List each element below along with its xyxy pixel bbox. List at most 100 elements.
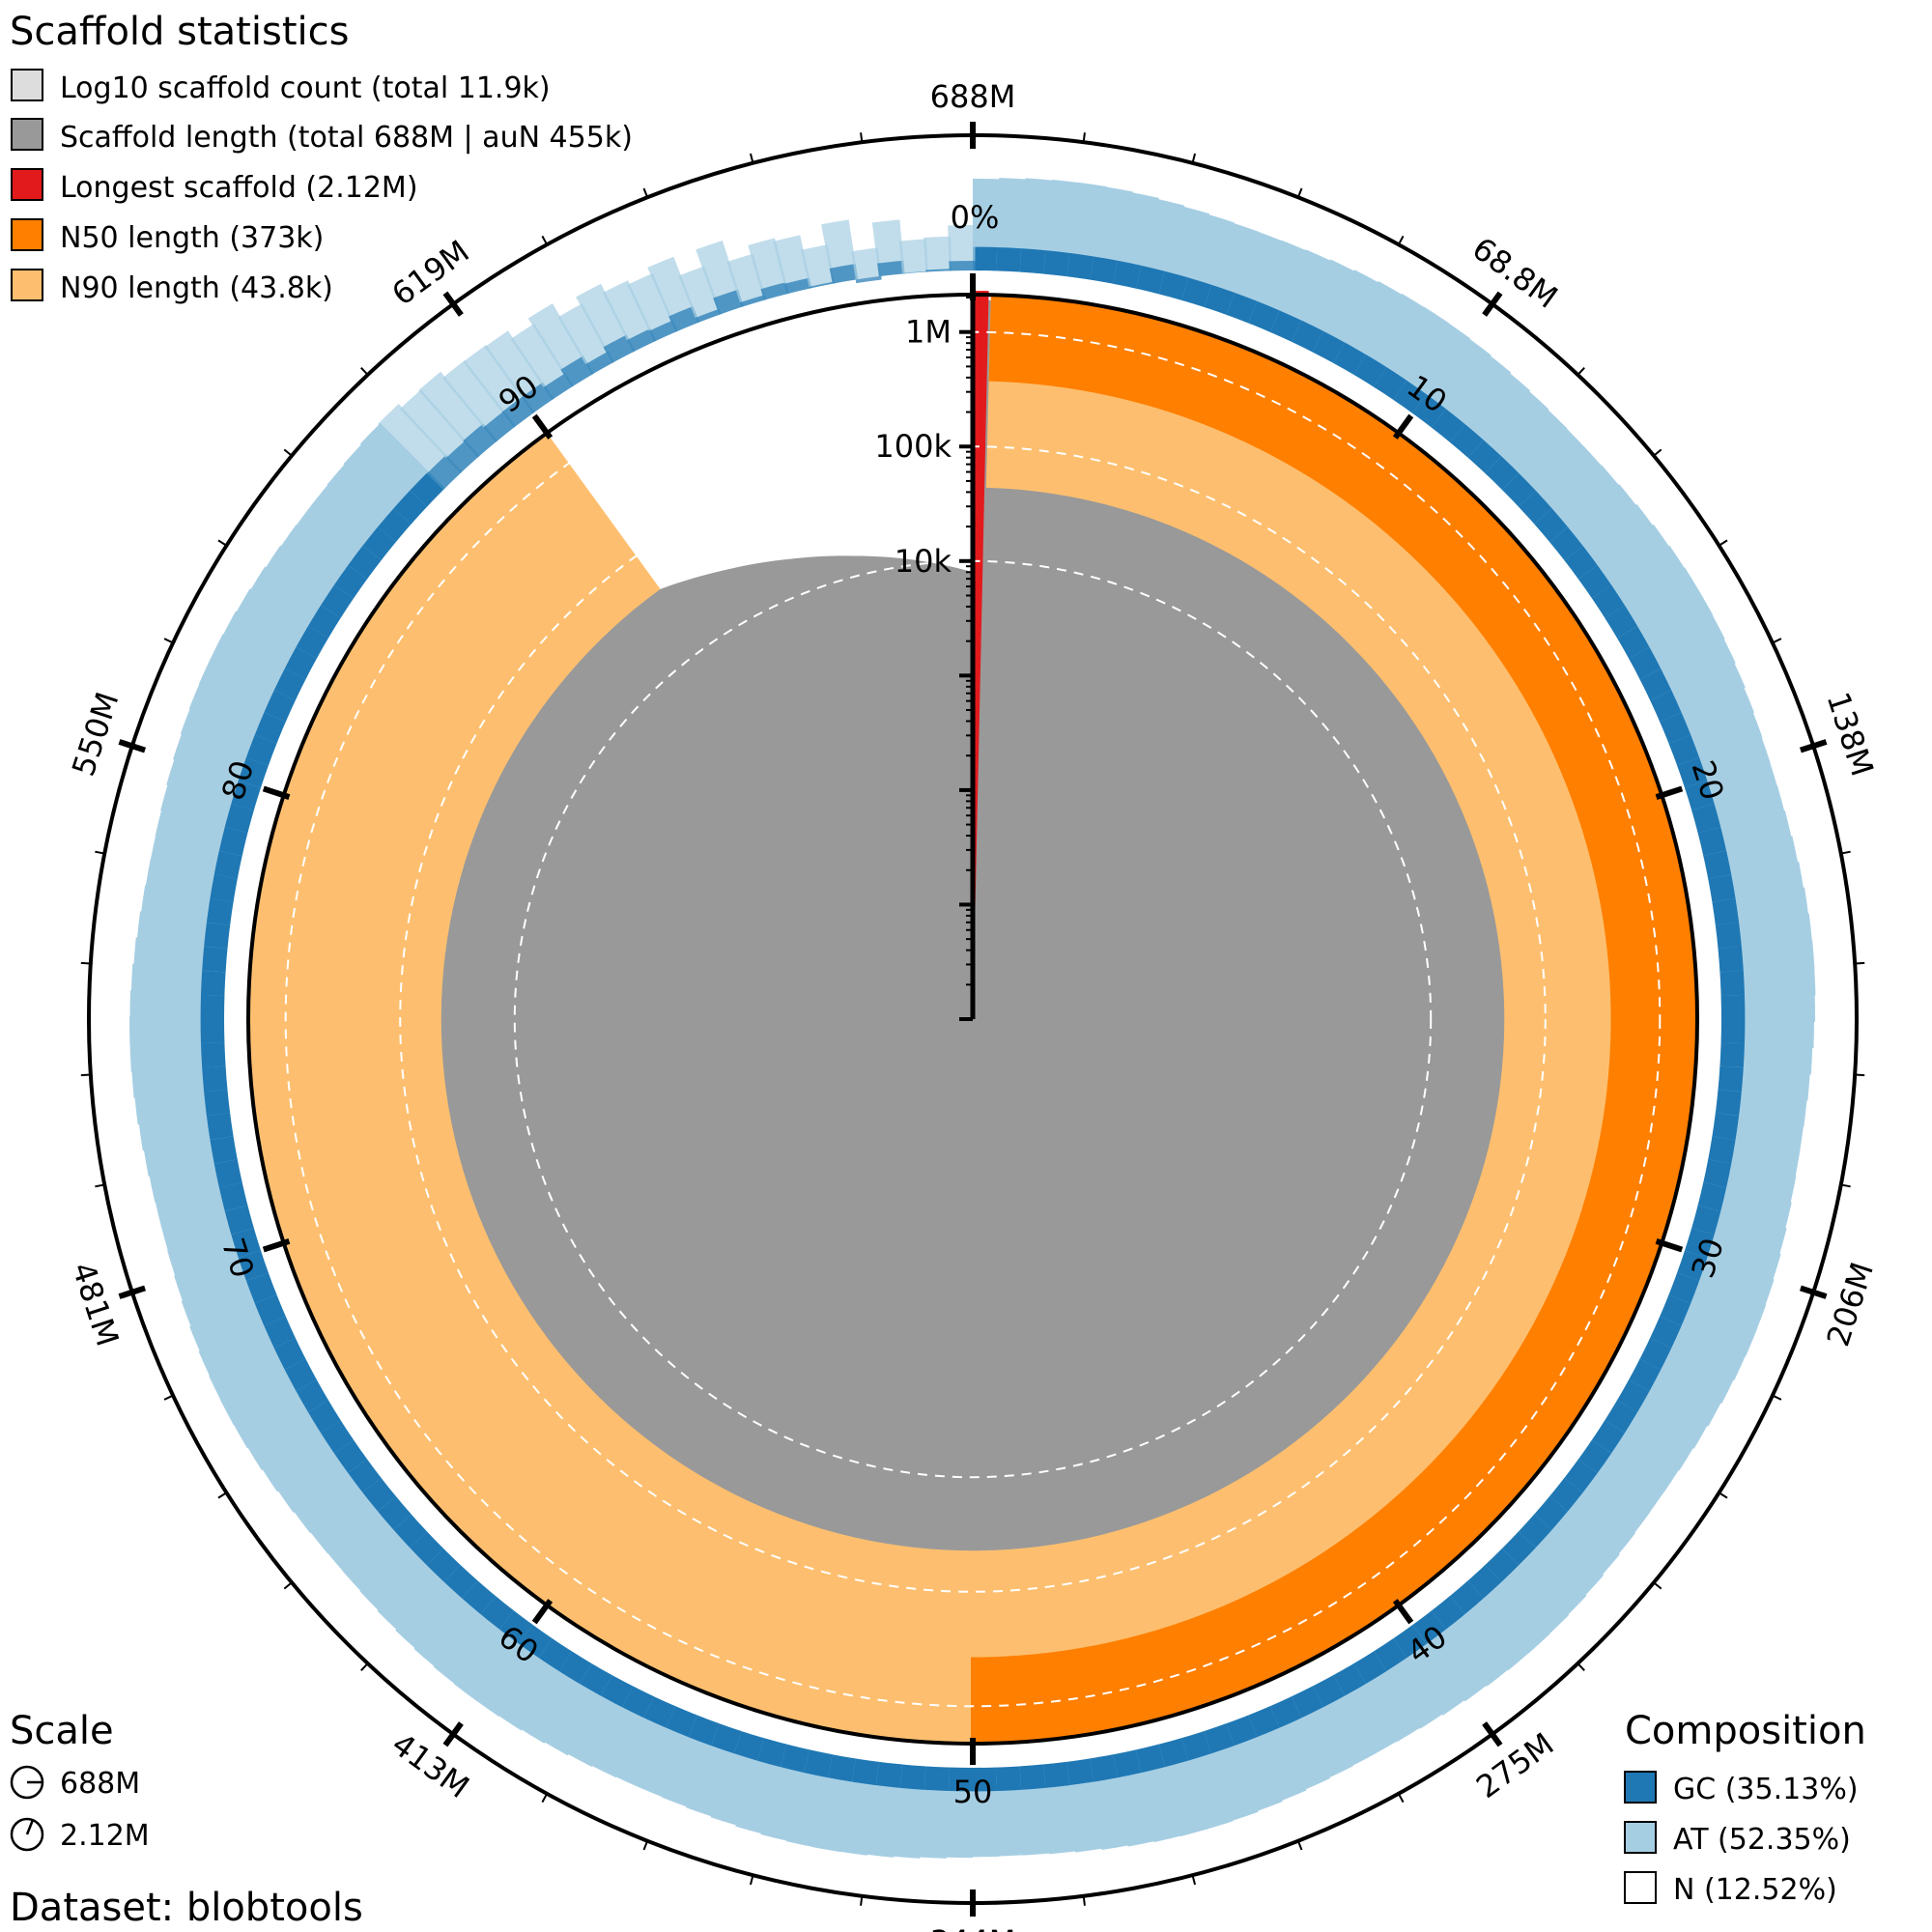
radial-tick-label: 10k (895, 543, 952, 580)
gc-segment (1224, 1715, 1258, 1747)
percent-major-tick (1392, 413, 1414, 440)
outer-minor-tick (1772, 638, 1782, 644)
outer-tick-label: 138M (1819, 688, 1881, 781)
gc-segment (1017, 1764, 1046, 1790)
gc-segment (648, 320, 678, 342)
outer-tick-label: 550M (65, 688, 127, 781)
composition-ring (129, 178, 1816, 1859)
gc-segment (1667, 1272, 1700, 1306)
outer-minor-tick (1653, 448, 1662, 457)
gc-segment (213, 1156, 242, 1188)
gc-segment (713, 289, 744, 315)
outer-minor-tick (541, 1793, 549, 1804)
stats-legend: Log10 scaffold count (total 11.9k) Scaff… (11, 69, 633, 305)
gc-segment (1156, 1738, 1189, 1768)
outer-minor-tick (749, 1875, 754, 1886)
gc-segment (877, 260, 905, 277)
gc-segment (1064, 1758, 1094, 1786)
gc-segment (1087, 1754, 1118, 1782)
outer-minor-tick (80, 961, 91, 965)
gc-segment (1181, 277, 1214, 308)
gc-segment (1660, 712, 1692, 746)
gc-segment (224, 801, 255, 834)
gc-segment (206, 895, 234, 925)
composition-entry-gc: GC (35.13%) (1624, 1771, 1859, 1806)
composition-label-at: AT (52.35%) (1673, 1823, 1851, 1857)
outer-minor-tick (642, 1840, 649, 1851)
composition-swatch-at (1624, 1821, 1657, 1854)
gc-segment (1685, 780, 1716, 813)
gc-segment (731, 1730, 764, 1761)
at-segment (678, 266, 722, 324)
gc-segment (1702, 1159, 1732, 1190)
gc-segment (686, 1714, 720, 1747)
gc-segment (1718, 946, 1744, 975)
gc-segment (695, 308, 722, 324)
percent-tick-label: 50 (953, 1774, 993, 1810)
gc-segment (778, 1744, 810, 1774)
gc-segment (1136, 265, 1168, 295)
radial-tick-label: 1M (905, 314, 952, 351)
gc-segment (202, 1064, 228, 1093)
at-segment (923, 236, 952, 272)
composition-legend: Composition GC (35.13%) AT (52.35%) N (1… (1624, 1709, 1866, 1907)
outer-tick-label: 344M (930, 1923, 1016, 1932)
outer-minor-tick (163, 1394, 174, 1401)
outer-minor-tick (217, 539, 227, 547)
at-segment (851, 247, 882, 280)
outer-tick-label: 688M (930, 78, 1016, 115)
outer-minor-tick (1082, 132, 1086, 143)
gc-segment (970, 1767, 998, 1792)
gc-segment (829, 264, 859, 284)
outer-major-tick (442, 291, 464, 317)
outer-minor-tick (642, 187, 649, 198)
gc-segment (543, 373, 574, 401)
gc-segment (245, 1270, 277, 1304)
outer-minor-tick (1397, 235, 1405, 245)
legend-swatch-count (11, 69, 43, 101)
percent-major-tick (262, 1238, 291, 1253)
legend-label-count: Log10 scaffold count (total 11.9k) (60, 71, 551, 105)
n50-sector (971, 295, 1698, 1745)
scale-entry-total: 688M (10, 1765, 140, 1801)
composition-entry-at: AT (52.35%) (1624, 1821, 1851, 1857)
scaffold-length-spiral (371, 295, 1635, 1658)
gc-segment (1042, 250, 1072, 277)
gc-segment (210, 871, 239, 902)
outer-major-tick (1482, 1721, 1503, 1747)
chart-title: Scaffold statistics (10, 10, 349, 54)
gc-segment (1040, 1761, 1070, 1789)
gc-segment (213, 848, 243, 879)
gc-segment (210, 1133, 238, 1164)
gc-segment (238, 754, 270, 788)
gc-segment (200, 1016, 225, 1044)
gc-segment (802, 1748, 833, 1778)
outer-minor-tick (1772, 1394, 1782, 1401)
gc-segment (783, 277, 812, 295)
gc-segment (739, 295, 767, 307)
percent-tick-label: 0% (951, 199, 1000, 236)
legend-label-length: Scaffold length (total 688M | auN 455k) (60, 121, 633, 155)
outer-minor-tick (283, 1581, 293, 1590)
gc-segment (1676, 1250, 1708, 1284)
gc-segment (1719, 970, 1746, 999)
outer-minor-tick (1840, 850, 1851, 855)
gc-segment (218, 1179, 248, 1211)
gc-segment (949, 261, 976, 271)
gc-segment (668, 306, 699, 332)
gc-segment (1110, 1749, 1142, 1778)
gc-segment (1715, 1089, 1742, 1119)
gc-segment (1246, 1706, 1280, 1739)
outer-minor-tick (1840, 1183, 1851, 1188)
outer-minor-tick (1191, 1875, 1197, 1886)
gc-segment (200, 992, 225, 1019)
gc-segment (603, 334, 636, 363)
outer-minor-tick (1397, 1793, 1405, 1804)
outer-minor-tick (217, 1492, 227, 1499)
scale-title: Scale (10, 1709, 114, 1753)
gc-segment (1090, 256, 1121, 285)
percent-major-tick (531, 413, 554, 440)
dataset-label: Dataset: blobtools (10, 1886, 363, 1930)
outer-minor-tick (1577, 367, 1585, 376)
gc-segment (996, 246, 1024, 272)
